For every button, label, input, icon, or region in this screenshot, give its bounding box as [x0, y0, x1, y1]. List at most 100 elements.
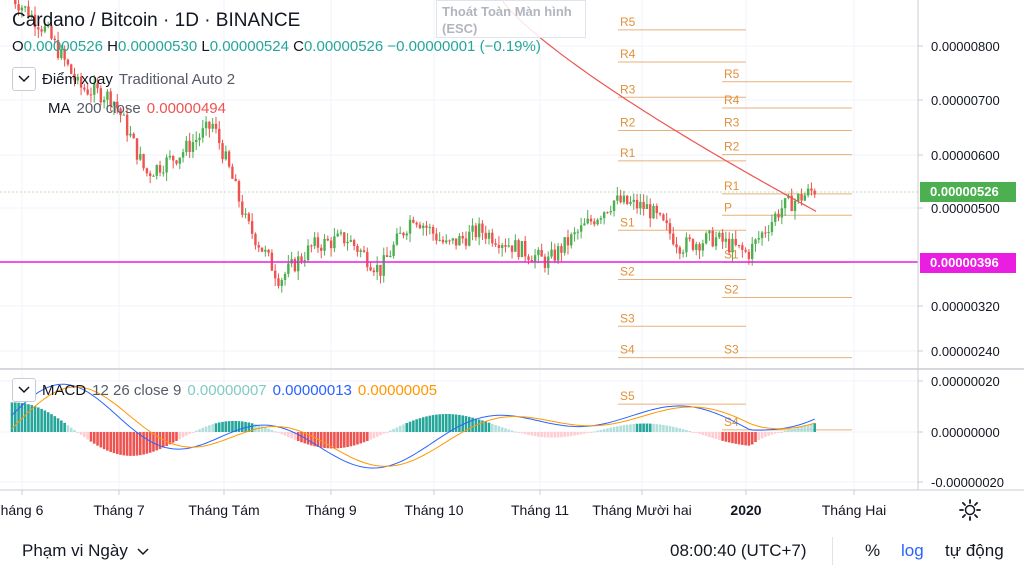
macd-line-value: 0.00000013	[272, 381, 352, 399]
macd-hist-bar	[319, 432, 323, 448]
chevron-down-icon	[137, 548, 149, 556]
candle-body	[774, 213, 777, 222]
macd-hist-bar	[471, 417, 474, 432]
macd-hist-bar	[767, 432, 770, 436]
macd-hist-bar	[155, 432, 159, 451]
time-tick-label: Tháng 11	[511, 502, 569, 518]
macd-hist-bar	[300, 432, 303, 443]
macd-hist-bar	[441, 414, 445, 432]
change-value: −0.00000001 (−0.19%)	[387, 38, 541, 55]
candle-body	[764, 232, 767, 234]
candle-body	[30, 14, 33, 18]
macd-hist-bar	[178, 432, 182, 440]
macd-hist-bar	[454, 414, 458, 432]
candle-body	[708, 230, 711, 234]
macd-hist-bar	[204, 426, 208, 432]
date-range-selector[interactable]: Phạm vi Ngày	[22, 541, 149, 561]
candle-body	[277, 278, 280, 287]
low-value: 0.00000524	[209, 38, 289, 55]
candle-body	[17, 4, 20, 11]
macd-hist-bar	[744, 432, 747, 446]
macd-hist-bar	[264, 427, 267, 432]
candle-body	[148, 173, 152, 177]
candle-body	[721, 232, 724, 242]
log-scale-toggle[interactable]: log	[901, 541, 924, 560]
macd-hist-bar	[491, 423, 494, 432]
candle-body	[280, 279, 283, 287]
candle-body	[412, 219, 415, 223]
candle-body	[487, 232, 491, 239]
candle-body	[698, 244, 701, 251]
exit-fullscreen-hint[interactable]: Thoát Toàn Màn hình (ESC)	[436, 0, 586, 38]
candle-body	[244, 213, 247, 215]
time-axis-ticks: háng 6 Tháng 7 Tháng Tám Tháng 9 Tháng 10 Thá…	[1, 490, 886, 518]
candle-body	[533, 255, 537, 263]
macd-hist-bar	[326, 432, 330, 449]
macd-hist-bar	[504, 428, 507, 432]
macd-hist-bar	[507, 429, 511, 432]
macd-hist-bar	[546, 432, 550, 438]
pivot-level-label: S5	[620, 389, 635, 403]
macd-hist-bar	[537, 432, 540, 437]
ma-indicator-legend[interactable]: MA 200 close 0.00000494	[48, 100, 226, 117]
macd-hist-bar	[201, 427, 205, 432]
price-tick-label: 0.00000600	[931, 148, 1000, 163]
macd-hist-bar	[444, 413, 448, 432]
macd-hist-bar	[310, 432, 313, 446]
macd-hist-bar	[92, 432, 96, 444]
macd-hist-bar	[63, 422, 66, 432]
macd-hist-bar	[520, 432, 524, 434]
candle-body	[560, 246, 563, 253]
macd-hist-bar	[500, 427, 504, 432]
macd-hist-bar	[69, 427, 73, 432]
candle-body	[73, 73, 76, 81]
pivot-level-label: S4	[620, 343, 635, 357]
macd-hist-bar	[658, 424, 662, 432]
candle-body	[155, 165, 158, 176]
pivot-indicator-legend[interactable]: Điểm xoay Traditional Auto 2	[12, 67, 235, 91]
candle-body	[208, 121, 211, 129]
candle-body	[606, 212, 609, 214]
macd-hist-bar	[737, 432, 741, 445]
pivot-level-label: R2	[620, 116, 636, 130]
clock-display[interactable]: 08:00:40 (UTC+7)	[670, 541, 807, 560]
macd-hist-bar	[33, 406, 37, 432]
candle-body	[33, 14, 37, 28]
candle-body	[619, 195, 622, 203]
candle-body	[714, 237, 718, 247]
macd-hist-bar	[43, 410, 47, 432]
macd-hist-bar	[392, 428, 395, 432]
candle-body	[500, 245, 504, 248]
percent-scale-toggle[interactable]: %	[865, 541, 881, 560]
candle-body	[221, 143, 224, 160]
candle-body	[316, 237, 320, 248]
candle-body	[86, 89, 89, 95]
macd-indicator-legend[interactable]: MACD 12 26 close 9 0.00000007 0.00000013…	[12, 378, 437, 402]
macd-hist-bar	[30, 405, 34, 432]
candle-body	[310, 245, 313, 247]
candle-body	[790, 195, 793, 212]
candle-body	[662, 214, 665, 221]
macd-hist-bar	[290, 432, 293, 439]
candle-body	[517, 240, 520, 258]
macd-hist-bar	[214, 423, 218, 432]
candle-body	[639, 201, 642, 209]
macd-hist-bar	[211, 424, 214, 432]
chevron-down-icon[interactable]	[12, 378, 36, 402]
candle-body	[507, 245, 510, 247]
auto-scale-toggle[interactable]: tự động	[945, 541, 1004, 560]
candle-body	[593, 221, 596, 225]
candle-body	[158, 165, 162, 173]
macd-hist-bar	[231, 420, 234, 432]
macd-hist-bar	[458, 414, 461, 432]
candle-body	[250, 221, 254, 234]
chevron-down-icon[interactable]	[12, 67, 36, 91]
macd-hist-bar	[589, 432, 593, 433]
gear-icon[interactable]	[958, 498, 982, 522]
candle-body	[273, 270, 277, 279]
candle-body	[224, 151, 228, 160]
macd-hist-bar	[339, 432, 343, 449]
macd-hist-bar	[227, 421, 231, 432]
candle-body	[642, 201, 645, 210]
